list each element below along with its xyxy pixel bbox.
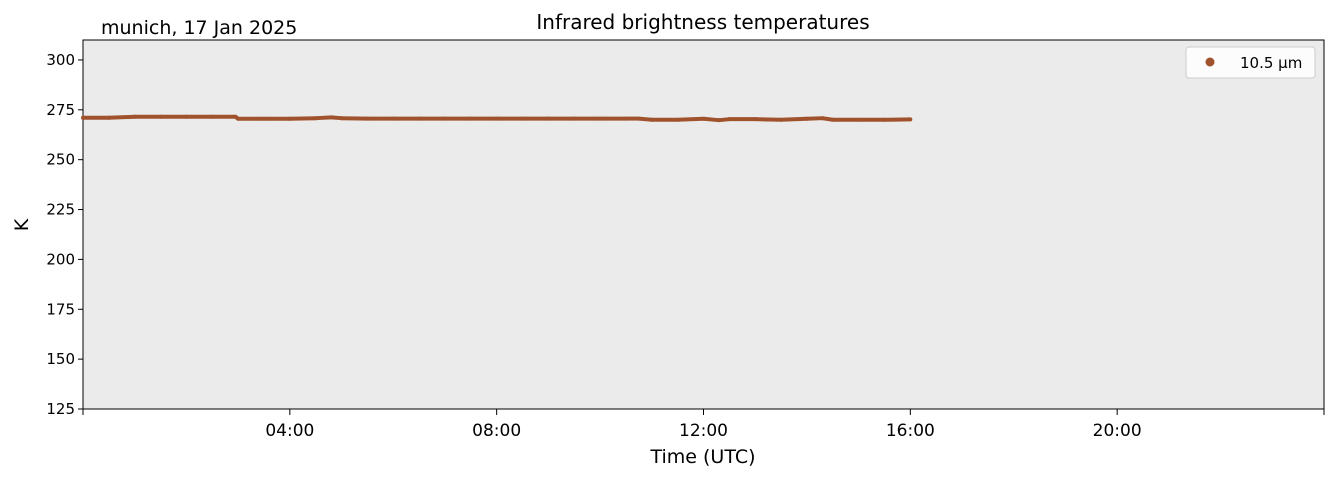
data-point bbox=[417, 116, 422, 121]
legend-marker bbox=[1205, 57, 1215, 67]
data-point bbox=[81, 115, 85, 120]
data-point bbox=[820, 116, 825, 121]
data-point bbox=[210, 114, 215, 119]
chart-subtitle: munich, 17 Jan 2025 bbox=[101, 17, 297, 39]
data-point bbox=[598, 116, 603, 121]
data-point bbox=[727, 117, 732, 122]
data-point bbox=[675, 117, 680, 122]
y-tick-label: 175 bbox=[46, 300, 75, 318]
data-point bbox=[546, 116, 551, 121]
data-point bbox=[717, 118, 722, 123]
data-point bbox=[882, 117, 887, 122]
data-point bbox=[468, 116, 473, 121]
data-trace-segment bbox=[638, 116, 652, 122]
y-axis-label: K bbox=[11, 218, 33, 231]
y-tick-label: 225 bbox=[46, 201, 75, 219]
data-point bbox=[520, 116, 525, 121]
legend-label: 10.5 µm bbox=[1240, 54, 1302, 72]
data-point bbox=[830, 117, 835, 122]
y-tick-label: 300 bbox=[46, 51, 75, 69]
data-point bbox=[623, 116, 628, 121]
data-trace-segment bbox=[703, 116, 720, 123]
data-point bbox=[572, 116, 577, 121]
data-point bbox=[261, 116, 266, 121]
data-trace-segment bbox=[755, 117, 782, 122]
data-point bbox=[339, 116, 344, 121]
y-tick-label: 150 bbox=[46, 350, 75, 368]
data-point bbox=[391, 116, 396, 121]
data-point bbox=[779, 117, 784, 122]
data-point bbox=[442, 116, 447, 121]
data-point bbox=[132, 114, 137, 119]
x-tick-label: 12:00 bbox=[679, 421, 728, 441]
data-point bbox=[365, 116, 370, 121]
data-point bbox=[649, 117, 654, 122]
data-point bbox=[908, 117, 913, 122]
chart-title: Infrared brightness temperatures bbox=[536, 10, 869, 34]
data-point bbox=[329, 115, 334, 120]
x-tick-label: 20:00 bbox=[1093, 421, 1142, 441]
data-point bbox=[313, 116, 318, 121]
data-point bbox=[804, 116, 809, 121]
data-point bbox=[494, 116, 499, 121]
data-trace-segment bbox=[315, 115, 332, 121]
y-tick-label: 275 bbox=[46, 101, 75, 119]
y-tick-label: 200 bbox=[46, 250, 75, 268]
data-point bbox=[184, 114, 189, 119]
data-point bbox=[856, 117, 861, 122]
data-point bbox=[158, 114, 163, 119]
legend-box bbox=[1185, 46, 1316, 79]
data-trace-segment bbox=[289, 116, 316, 121]
series-points bbox=[81, 114, 913, 123]
x-tick-label: 16:00 bbox=[886, 421, 935, 441]
y-tick-label: 250 bbox=[46, 151, 75, 169]
data-point bbox=[287, 116, 292, 121]
plot-area bbox=[82, 39, 1325, 410]
x-tick-label: 04:00 bbox=[265, 421, 314, 441]
y-tick-label: 125 bbox=[46, 400, 75, 418]
data-trace-segment bbox=[677, 116, 704, 122]
data-point bbox=[236, 116, 241, 121]
data-point bbox=[636, 116, 641, 121]
data-point bbox=[106, 115, 111, 120]
data-point bbox=[753, 117, 758, 122]
data-trace-segment bbox=[780, 116, 807, 122]
data-trace-segment bbox=[806, 116, 823, 121]
data-trace-segment bbox=[108, 114, 135, 120]
y-axis: 125 150 175 200 225 250 275 300 bbox=[46, 51, 83, 418]
legend: 10.5 µm bbox=[1185, 46, 1316, 79]
data-point bbox=[701, 116, 706, 121]
x-tick-label: 08:00 bbox=[472, 421, 521, 441]
x-axis-label: Time (UTC) bbox=[649, 446, 755, 468]
x-axis: 04:00 08:00 12:00 16:00 20:00 bbox=[82, 409, 1325, 441]
